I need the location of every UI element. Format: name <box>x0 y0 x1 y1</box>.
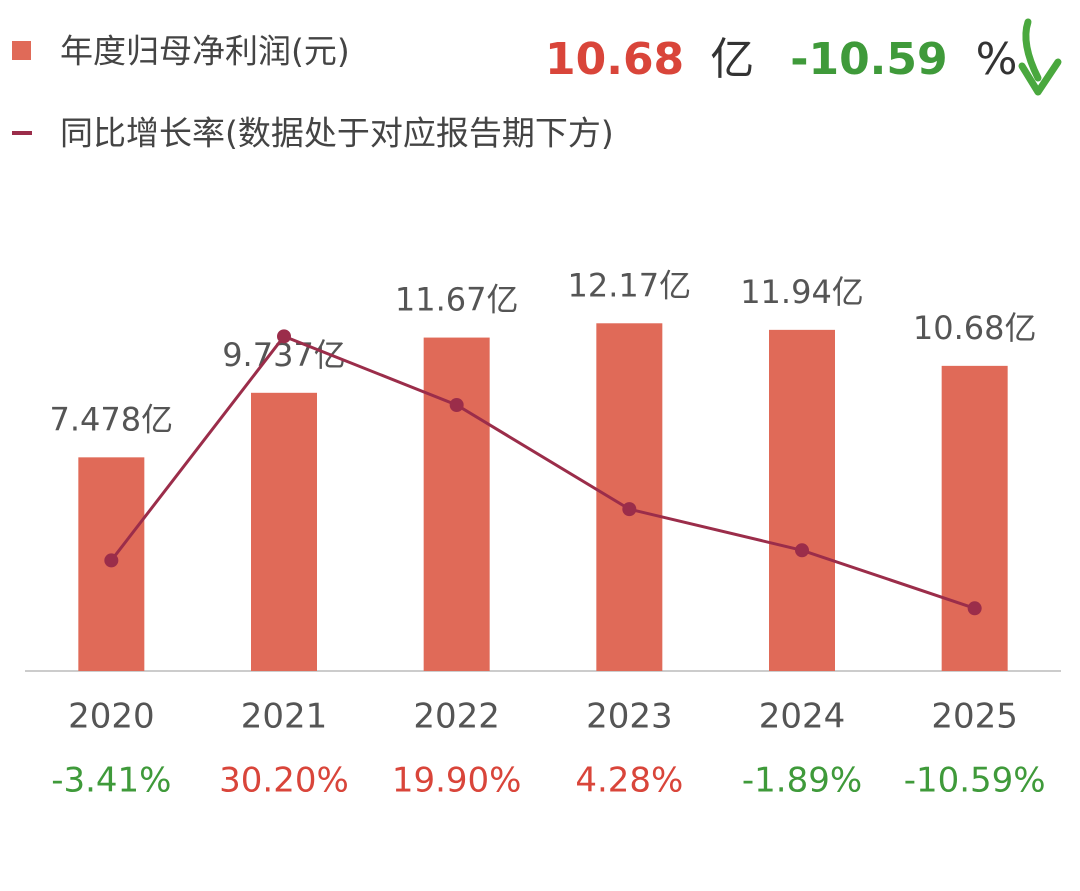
headline-change-unit: % <box>976 34 1018 85</box>
bar <box>251 392 317 671</box>
bar <box>596 323 663 671</box>
bar <box>941 365 1008 671</box>
legend-swatch <box>12 41 31 60</box>
x-tick-label: 2022 <box>413 697 500 737</box>
data-label: 12.17亿 <box>568 266 692 304</box>
headline-change: -10.59 <box>790 34 947 85</box>
data-label: 7.478亿 <box>50 400 174 438</box>
growth-label: 19.90% <box>392 761 522 801</box>
growth-label: 4.28% <box>575 761 683 801</box>
x-tick-label: 2023 <box>586 697 673 737</box>
headline-value: 10.68 <box>545 34 684 85</box>
growth-point <box>967 601 982 616</box>
growth-label: 30.20% <box>219 761 349 801</box>
bar <box>769 329 835 671</box>
bar <box>423 337 490 671</box>
headline-unit: 亿 <box>710 34 754 85</box>
growth-line <box>110 334 976 610</box>
x-tick-label: 2021 <box>241 697 328 737</box>
growth-label: -1.89% <box>742 761 862 801</box>
growth-point <box>277 329 291 344</box>
growth-label: -10.59% <box>904 761 1046 801</box>
growth-point <box>104 553 119 568</box>
growth-point <box>449 398 464 412</box>
legend-label: 年度归母净利润(元) <box>60 32 350 71</box>
legend-label: 同比增长率(数据处于对应报告期下方) <box>60 114 614 153</box>
x-tick-label: 2025 <box>931 697 1018 737</box>
growth-point <box>795 543 809 558</box>
growth-label: -3.41% <box>51 761 171 801</box>
x-tick-label: 2024 <box>759 697 846 737</box>
x-tick-label: 2020 <box>68 697 155 737</box>
headline: 10.68 亿 -10.59 % <box>545 34 1017 85</box>
data-label: 11.94亿 <box>740 273 864 311</box>
data-label: 11.67亿 <box>395 281 519 319</box>
down-arrow-icon <box>1018 18 1062 96</box>
data-label: 10.68亿 <box>913 309 1037 347</box>
growth-point <box>622 502 637 517</box>
